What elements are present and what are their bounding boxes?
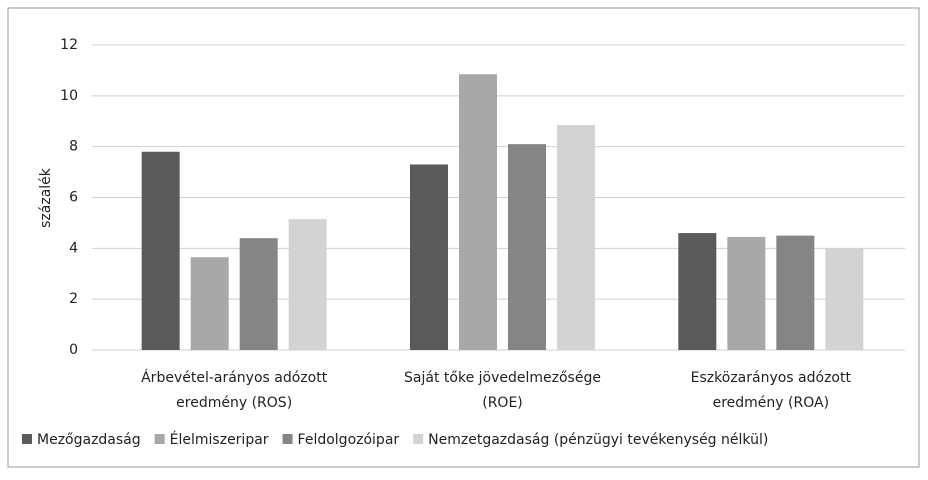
y-tick-label: 8 — [69, 139, 78, 155]
bar — [678, 233, 717, 350]
bar — [825, 248, 864, 350]
x-tick-label: Saját tőke jövedelmezősége — [404, 370, 601, 386]
bar — [459, 74, 497, 351]
bar — [410, 164, 448, 350]
legend-swatch — [282, 434, 293, 444]
y-axis-label: százalék — [38, 167, 54, 228]
bar — [557, 125, 595, 350]
legend-label: Élelmiszeripar — [170, 431, 269, 448]
y-tick-label: 6 — [69, 190, 78, 206]
bar — [288, 219, 327, 350]
y-tick-label: 4 — [69, 240, 78, 256]
y-tick-label: 10 — [60, 88, 78, 104]
legend-swatch — [22, 434, 32, 444]
legend-swatch — [413, 434, 424, 444]
legend-label: Nemzetgazdaság (pénzügyi tevékenység nél… — [428, 432, 768, 448]
y-tick-label: 12 — [60, 37, 78, 53]
legend-swatch — [154, 434, 165, 444]
legend-label: Feldolgozóipar — [298, 432, 400, 448]
bar — [141, 151, 180, 350]
bar — [190, 257, 229, 350]
y-tick-label: 0 — [69, 342, 78, 358]
bar — [727, 236, 766, 350]
legend-label: Mezőgazdaság — [37, 432, 141, 448]
y-tick-label: 2 — [69, 291, 78, 307]
bar — [508, 144, 546, 350]
x-tick-label: (ROE) — [482, 395, 523, 411]
bar — [776, 235, 815, 350]
x-tick-label: Eszközarányos adózott — [691, 370, 852, 386]
bar — [239, 238, 278, 350]
x-tick-label: eredmény (ROA) — [713, 395, 829, 411]
x-tick-label: eredmény (ROS) — [176, 395, 292, 411]
x-tick-label: Árbevétel-arányos adózott — [141, 369, 328, 386]
